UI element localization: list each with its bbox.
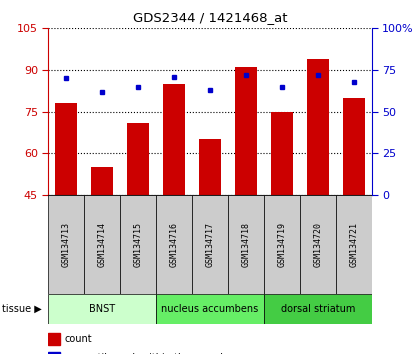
Bar xyxy=(156,195,192,294)
Bar xyxy=(156,294,264,324)
Title: GDS2344 / 1421468_at: GDS2344 / 1421468_at xyxy=(133,11,287,24)
Text: nucleus accumbens: nucleus accumbens xyxy=(161,304,259,314)
Text: GSM134715: GSM134715 xyxy=(134,222,143,267)
Text: GSM134719: GSM134719 xyxy=(277,222,286,267)
Bar xyxy=(48,294,156,324)
Bar xyxy=(84,195,120,294)
Text: GSM134713: GSM134713 xyxy=(62,222,71,267)
Text: tissue ▶: tissue ▶ xyxy=(2,304,42,314)
Bar xyxy=(55,103,77,195)
Text: GSM134716: GSM134716 xyxy=(170,222,178,267)
Bar xyxy=(199,139,221,195)
Text: GSM134717: GSM134717 xyxy=(205,222,215,267)
Bar xyxy=(192,195,228,294)
Bar xyxy=(336,195,372,294)
Bar xyxy=(127,122,149,195)
Bar xyxy=(235,67,257,195)
Text: GSM134718: GSM134718 xyxy=(241,222,250,267)
Bar xyxy=(271,112,293,195)
Bar xyxy=(300,195,336,294)
Text: BNST: BNST xyxy=(89,304,115,314)
Text: percentile rank within the sample: percentile rank within the sample xyxy=(65,353,229,354)
Text: GSM134720: GSM134720 xyxy=(313,222,322,267)
Bar xyxy=(307,59,328,195)
Bar xyxy=(92,167,113,195)
Bar xyxy=(264,294,372,324)
Bar xyxy=(120,195,156,294)
Text: count: count xyxy=(65,334,92,344)
Bar xyxy=(48,352,60,354)
Bar xyxy=(48,333,60,345)
Bar xyxy=(48,195,84,294)
Bar xyxy=(264,195,300,294)
Bar xyxy=(343,98,365,195)
Bar xyxy=(163,84,185,195)
Text: GSM134714: GSM134714 xyxy=(98,222,107,267)
Bar xyxy=(228,195,264,294)
Text: dorsal striatum: dorsal striatum xyxy=(281,304,355,314)
Text: GSM134721: GSM134721 xyxy=(349,222,358,267)
